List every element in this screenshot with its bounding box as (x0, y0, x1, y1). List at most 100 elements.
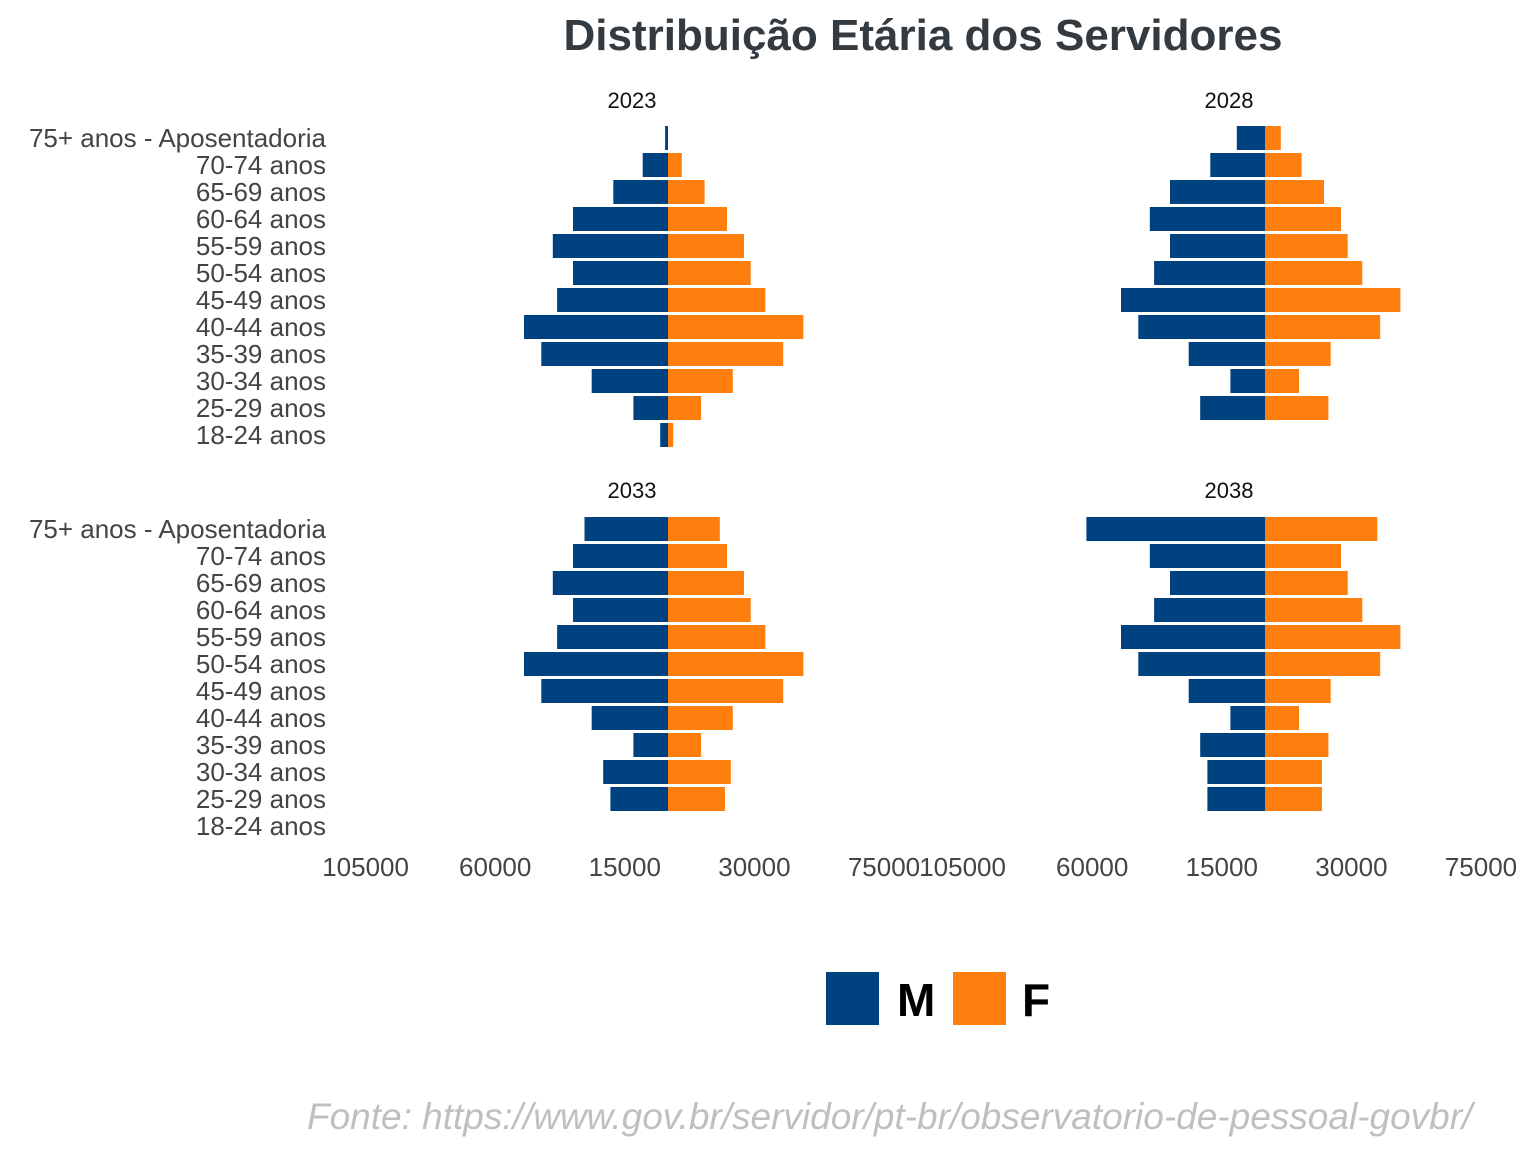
bar-F-18-24 (668, 423, 674, 447)
bar-M-55-59 (1121, 625, 1265, 649)
bar-F-75+ (1265, 126, 1281, 150)
bar-F-25-29 (668, 396, 702, 420)
bar-F-35-39 (668, 342, 784, 366)
bar-F-40-44 (1265, 706, 1299, 730)
bar-F-55-59 (1265, 625, 1401, 649)
bar-M-70-74 (642, 153, 668, 177)
bar-F-25-29 (1265, 787, 1322, 811)
category-label: 18-24 anos (196, 420, 326, 450)
bar-F-25-29 (668, 787, 725, 811)
category-label: 35-39 anos (196, 730, 326, 760)
bar-F-50-54 (668, 652, 804, 676)
bar-M-45-49 (1121, 288, 1265, 312)
bar-F-55-59 (668, 625, 766, 649)
bar-F-65-69 (668, 180, 705, 204)
bar-F-60-64 (1265, 598, 1363, 622)
bar-M-25-29 (1200, 396, 1265, 420)
bar-M-60-64 (1149, 207, 1265, 231)
category-label: 45-49 anos (196, 285, 326, 315)
bar-M-65-69 (613, 180, 668, 204)
x-tick-label: 75000 (848, 852, 920, 882)
bar-F-40-44 (668, 706, 733, 730)
bar-F-55-59 (668, 234, 744, 258)
bar-F-60-64 (668, 207, 727, 231)
bar-M-70-74 (1149, 544, 1265, 568)
bar-M-60-64 (1154, 598, 1265, 622)
bar-M-40-44 (1138, 315, 1265, 339)
bar-F-30-34 (1265, 760, 1322, 784)
bar-F-55-59 (1265, 234, 1348, 258)
bar-M-65-69 (1170, 180, 1265, 204)
bar-F-35-39 (668, 733, 702, 757)
bar-F-45-49 (668, 288, 766, 312)
panel-2038: 2038 (1086, 478, 1401, 811)
bar-M-55-59 (1170, 234, 1265, 258)
x-tick-label: 15000 (589, 852, 661, 882)
panel-title: 2038 (1205, 478, 1254, 503)
bar-M-60-64 (573, 598, 668, 622)
bar-M-65-69 (1170, 571, 1265, 595)
bar-M-25-29 (610, 787, 668, 811)
x-tick-label: 30000 (718, 852, 790, 882)
bar-M-50-54 (1138, 652, 1265, 676)
bar-F-75+ (668, 517, 720, 541)
chart-title: Distribuição Etária dos Servidores (564, 11, 1283, 60)
bar-M-40-44 (591, 706, 668, 730)
panel-title: 2023 (608, 88, 657, 113)
category-label: 55-59 anos (196, 622, 326, 652)
bar-F-25-29 (1265, 396, 1329, 420)
bar-F-60-64 (668, 598, 751, 622)
category-label: 35-39 anos (196, 339, 326, 369)
bar-F-75+ (1265, 517, 1378, 541)
bar-F-70-74 (668, 153, 682, 177)
category-label: 65-69 anos (196, 568, 326, 598)
legend-label: M (897, 974, 935, 1026)
bar-F-45-49 (1265, 679, 1331, 703)
bar-F-30-34 (668, 760, 731, 784)
legend-item-F: F (953, 972, 1050, 1026)
category-label: 18-24 anos (196, 811, 326, 841)
panel-title: 2033 (608, 478, 657, 503)
category-label: 70-74 anos (196, 150, 326, 180)
bar-M-30-34 (591, 369, 668, 393)
bar-M-40-44 (1230, 706, 1265, 730)
bar-F-30-34 (1265, 369, 1299, 393)
bar-F-45-49 (668, 679, 784, 703)
source-note: Fonte: https://www.gov.br/servidor/pt-br… (307, 1096, 1476, 1137)
x-tick-label: 75000 (1445, 852, 1517, 882)
bar-M-65-69 (552, 571, 668, 595)
category-label: 50-54 anos (196, 649, 326, 679)
category-label: 30-34 anos (196, 366, 326, 396)
bar-M-75+ (665, 126, 668, 150)
category-label: 75+ anos - Aposentadoria (29, 123, 327, 153)
category-label: 40-44 anos (196, 312, 326, 342)
legend-swatch (826, 972, 879, 1025)
bar-M-55-59 (557, 625, 668, 649)
bar-F-65-69 (1265, 180, 1324, 204)
bar-M-45-49 (541, 679, 668, 703)
x-tick-label: 60000 (1056, 852, 1128, 882)
bar-M-75+ (584, 517, 668, 541)
bar-F-60-64 (1265, 207, 1341, 231)
bar-F-50-54 (1265, 261, 1363, 285)
category-label: 45-49 anos (196, 676, 326, 706)
bar-F-70-74 (1265, 544, 1341, 568)
bar-M-30-34 (603, 760, 668, 784)
bar-M-35-39 (633, 733, 668, 757)
category-label: 25-29 anos (196, 393, 326, 423)
bar-M-70-74 (1210, 153, 1265, 177)
bar-M-45-49 (557, 288, 668, 312)
bar-F-70-74 (1265, 153, 1302, 177)
x-tick-label: 105000 (919, 852, 1006, 882)
bar-M-50-54 (524, 652, 668, 676)
x-tick-label: 30000 (1315, 852, 1387, 882)
category-label: 70-74 anos (196, 541, 326, 571)
bar-F-65-69 (668, 571, 744, 595)
bar-F-65-69 (1265, 571, 1348, 595)
category-label: 40-44 anos (196, 703, 326, 733)
x-axis-1: 105000 60000 15000 30000 75000 (322, 852, 920, 882)
bar-F-30-34 (668, 369, 733, 393)
